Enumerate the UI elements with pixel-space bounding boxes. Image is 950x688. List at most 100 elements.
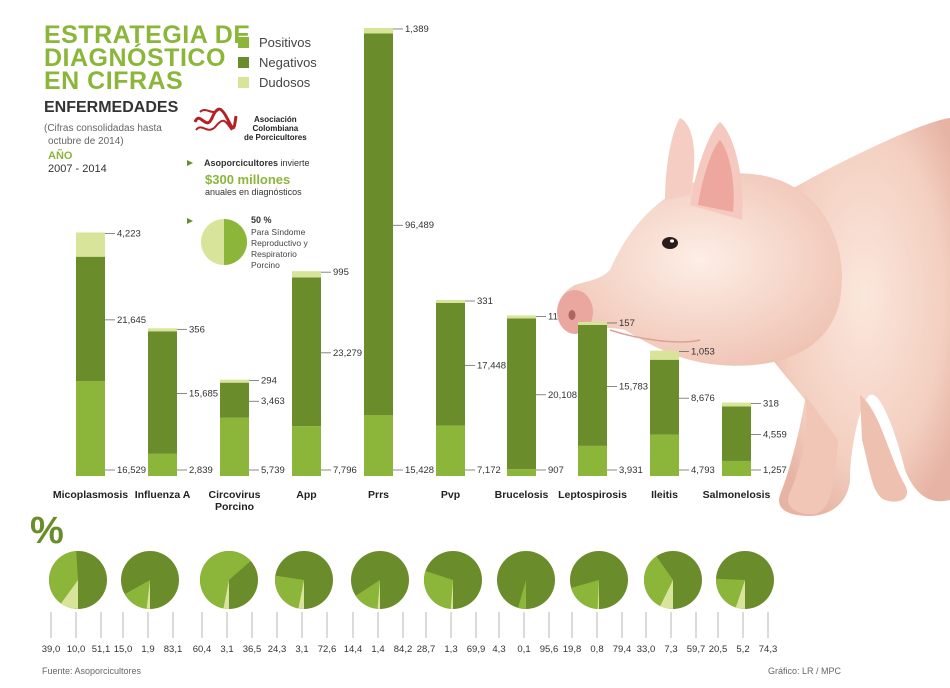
bar-positivos	[578, 445, 607, 476]
category-label: Influenza A	[135, 489, 191, 501]
pie-value-label: 1,4	[371, 644, 384, 655]
pie-slice-positivos	[355, 580, 380, 609]
pie-value-label: 36,5	[243, 644, 262, 655]
bar-negativos	[148, 331, 177, 454]
pie-section-title: %	[30, 510, 64, 552]
investment-amount: $300 millones	[205, 172, 291, 187]
bar-value-label: 294	[261, 376, 277, 387]
bar-value-label: 15,428	[405, 465, 434, 476]
bullet-arrow-icon	[187, 218, 193, 224]
investment-detail: anuales en diagnósticos	[205, 187, 302, 197]
bar-positivos	[650, 434, 679, 476]
pie-value-label: 83,1	[164, 644, 183, 655]
note-line: octubre de 2014)	[48, 136, 124, 147]
pie-slice-dudosos	[450, 580, 453, 609]
bar-value-label: 4,223	[117, 228, 141, 239]
pie-value-label: 59,7	[687, 644, 706, 655]
investment-lead-rest: invierte	[278, 158, 310, 168]
pie-value-label: 51,1	[92, 644, 111, 655]
bar-value-label: 15,685	[189, 389, 218, 400]
legend: Positivos Negativos Dudosos	[238, 32, 317, 92]
pie-value-label: 4,3	[492, 644, 505, 655]
subtitle: ENFERMEDADES	[44, 99, 179, 116]
pie-value-label: 28,7	[417, 644, 436, 655]
legend-item-negativos: Negativos	[238, 52, 317, 72]
category-label: Brucelosis	[495, 489, 549, 501]
bar-dudosos	[650, 350, 679, 360]
pie-slice-dudosos	[298, 580, 304, 609]
prrs-share-line: Porcino	[251, 260, 280, 270]
pie-value-label: 0,8	[590, 644, 603, 655]
half-pie-icon	[201, 219, 247, 265]
pie-value-label: 1,3	[444, 644, 457, 655]
bar-negativos	[292, 277, 321, 427]
pie-slice-positivos	[199, 550, 251, 609]
legend-item-positivos: Positivos	[238, 32, 317, 52]
pie-slice-dudosos	[223, 580, 229, 609]
pie-slice-positivos	[571, 580, 599, 609]
pie-value-label: 95,6	[540, 644, 559, 655]
prrs-share-line: Reproductivo y	[251, 238, 308, 248]
source-note: Fuente: Asoporcicultores	[42, 666, 142, 676]
legend-item-dudosos: Dudosos	[238, 72, 317, 92]
pie-value-label: 33,0	[637, 644, 656, 655]
category-label: App	[296, 489, 316, 501]
bar-value-label: 2,839	[189, 465, 213, 476]
category-label: Pvp	[441, 489, 460, 501]
bar-value-label: 7,796	[333, 465, 357, 476]
bar-negativos	[220, 382, 249, 418]
pie-value-label: 60,4	[193, 644, 212, 655]
bar-positivos	[292, 426, 321, 476]
legend-label: Negativos	[259, 54, 317, 70]
prrs-share-text: Para Síndome Reproductivo y Respiratorio…	[251, 227, 331, 271]
category-label: Porcino	[215, 501, 254, 513]
bar-dudosos	[578, 321, 607, 325]
bar-dudosos	[722, 402, 751, 407]
bar-negativos	[76, 256, 105, 382]
title-line: EN CIFRAS	[44, 67, 184, 95]
legend-label: Dudosos	[259, 74, 311, 90]
pie-slice-positivos	[424, 571, 453, 609]
category-label: Prrs	[368, 489, 389, 501]
pie-value-label: 19,8	[563, 644, 582, 655]
bar-value-label: 356	[189, 324, 205, 335]
bar-value-label: 157	[619, 318, 635, 329]
bullet-arrow-icon	[187, 160, 193, 166]
bar-positivos	[364, 414, 393, 476]
pie-slice-positivos	[644, 556, 673, 607]
bar-value-label: 15,783	[619, 381, 648, 392]
legend-swatch	[238, 36, 249, 48]
legend-label: Positivos	[259, 34, 312, 50]
association-line: de Porcicultores	[244, 133, 307, 142]
pie-value-label: 5,2	[736, 644, 749, 655]
pie-value-label: 3,1	[220, 644, 233, 655]
pie-value-label: 20,5	[709, 644, 728, 655]
investment-lead: Asoporcicultores invierte	[204, 158, 310, 168]
bar-value-label: 331	[477, 296, 493, 307]
category-label: Micoplasmosis	[53, 489, 128, 501]
bar-dudosos	[292, 271, 321, 278]
year-range: 2007 - 2014	[48, 163, 107, 175]
title-line: ESTRATEGIA DE	[44, 21, 251, 49]
bar-value-label: 318	[763, 399, 779, 410]
pie-slice-positivos	[716, 578, 745, 608]
pie-value-label: 74,3	[759, 644, 778, 655]
bar-positivos	[722, 460, 751, 476]
association-line: Colombiana	[252, 124, 299, 133]
pie-value-label: 79,4	[613, 644, 632, 655]
credit-note: Gráfico: LR / MPC	[768, 666, 842, 676]
bar-value-label: 11	[548, 311, 558, 322]
bar-dudosos	[220, 379, 249, 383]
pie-slice-dudosos	[377, 580, 380, 609]
bar-value-label: 1,053	[691, 347, 715, 358]
bar-value-label: 4,793	[691, 465, 715, 476]
bar-value-label: 995	[333, 267, 349, 278]
pie-value-label: 15,0	[114, 644, 133, 655]
bar-value-label: 1,257	[763, 465, 787, 476]
pie-value-label: 0,1	[517, 644, 530, 655]
pie-value-label: 1,9	[141, 644, 154, 655]
bar-positivos	[507, 469, 536, 476]
pie-value-label: 84,2	[394, 644, 413, 655]
bar-negativos	[364, 33, 393, 415]
